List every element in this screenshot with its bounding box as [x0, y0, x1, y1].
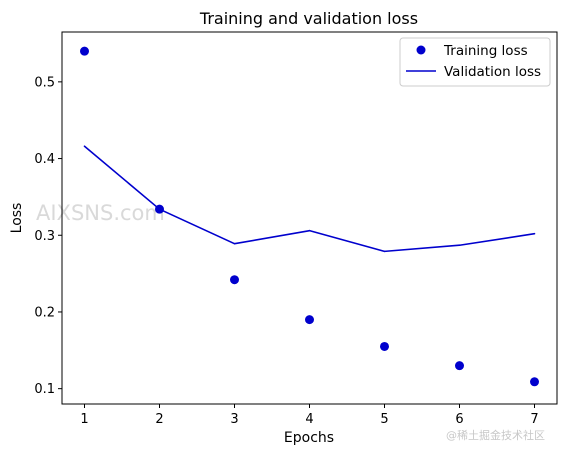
legend-box [399, 37, 551, 87]
chart-title: Training and validation loss [199, 9, 418, 28]
watermark: AIXSNS.com [36, 201, 165, 225]
credit-text: @稀土掘金技术社区 [446, 428, 545, 442]
y-tick-label: 0.5 [34, 75, 55, 90]
training-loss-point [305, 315, 314, 325]
validation-loss-segment [308, 229, 386, 253]
x-axis-label: Epochs [284, 430, 334, 446]
legend-label-training: Training loss [443, 43, 528, 59]
x-tick-label: 1 [80, 412, 88, 427]
x-tick-label: 6 [455, 412, 463, 427]
validation-loss-segment [83, 145, 161, 210]
x-tick-label: 5 [380, 412, 388, 427]
y-axis: 0.1 0.2 0.3 0.4 0.5 [34, 75, 62, 397]
training-loss-point [155, 204, 164, 214]
legend-marker-training [416, 45, 426, 55]
training-loss-point [230, 275, 239, 285]
series-layer [80, 46, 539, 387]
training-loss-point [80, 46, 89, 56]
x-tick-label: 4 [305, 412, 313, 427]
training-loss-point [530, 377, 539, 387]
legend: Training loss Validation loss [399, 37, 551, 87]
x-axis: 1 2 3 4 5 6 7 [80, 404, 539, 427]
training-loss-point [380, 341, 389, 351]
y-tick-label: 0.2 [34, 305, 55, 320]
validation-loss-segment [233, 229, 311, 245]
x-tick-label: 7 [530, 412, 538, 427]
x-tick-label: 3 [230, 412, 238, 427]
y-tick-label: 0.3 [34, 229, 55, 244]
legend-label-validation: Validation loss [444, 64, 541, 80]
training-loss-point [455, 361, 464, 371]
x-tick-label: 2 [155, 412, 163, 427]
validation-loss-segment [383, 244, 461, 253]
y-tick-label: 0.1 [34, 382, 55, 397]
validation-loss-segment [458, 232, 536, 247]
validation-loss-segment [158, 208, 236, 245]
y-axis-label: Loss [9, 203, 25, 234]
y-tick-label: 0.4 [34, 152, 55, 167]
